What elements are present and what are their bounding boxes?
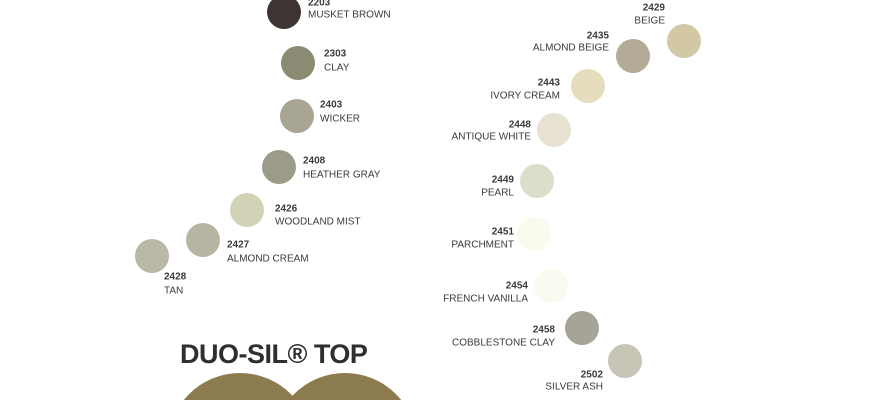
swatch-name: MUSKET BROWN: [308, 10, 391, 21]
swatch: [608, 344, 642, 378]
swatch-name: TAN: [164, 286, 183, 297]
swatch-name: FRENCH VANILLA: [443, 294, 528, 305]
swatch-name: BEIGE: [634, 16, 665, 27]
brand-swatch: [183, 373, 297, 400]
swatch-code: 2428: [164, 272, 187, 283]
swatch-code: 2448: [509, 120, 532, 131]
swatch: [616, 39, 650, 73]
swatch-name: PARCHMENT: [451, 240, 514, 251]
swatch-code: 2429: [643, 3, 666, 14]
swatch-code: 2203: [308, 0, 331, 9]
swatch: [517, 217, 551, 251]
swatch-code: 2427: [227, 240, 250, 251]
swatch: [281, 46, 315, 80]
swatch-code: 2435: [587, 31, 610, 42]
swatch-name: CLAY: [324, 63, 350, 74]
swatch: [267, 0, 301, 29]
swatch: [537, 113, 571, 147]
swatch-name: WICKER: [320, 114, 360, 125]
swatch-name: COBBLESTONE CLAY: [452, 338, 555, 349]
swatch-name: HEATHER GRAY: [303, 170, 381, 181]
swatch-code: 2454: [506, 281, 529, 292]
swatch: [230, 193, 264, 227]
swatch-code: 2408: [303, 156, 326, 167]
brand-swatch: [288, 373, 402, 400]
swatch-name: SILVER ASH: [545, 382, 603, 393]
swatch: [186, 223, 220, 257]
swatch-code: 2458: [533, 325, 556, 336]
swatch: [520, 164, 554, 198]
swatch-name: ALMOND CREAM: [227, 254, 309, 265]
swatch-name: PEARL: [481, 188, 514, 199]
swatch: [280, 99, 314, 133]
swatch: [135, 239, 169, 273]
swatch: [571, 69, 605, 103]
swatch: [667, 24, 701, 58]
brand-title: DUO-SIL® TOP: [180, 339, 368, 369]
swatch-code: 2443: [538, 78, 561, 89]
swatch-code: 2403: [320, 100, 343, 111]
swatch: [262, 150, 296, 184]
swatch: [565, 311, 599, 345]
swatch-code: 2426: [275, 204, 298, 215]
swatch-name: ANTIQUE WHITE: [452, 132, 532, 143]
swatch-name: IVORY CREAM: [490, 91, 560, 102]
swatch-name: ALMOND BEIGE: [533, 43, 609, 54]
swatch-code: 2449: [492, 175, 515, 186]
swatch-code: 2502: [581, 370, 604, 381]
swatch: [534, 269, 568, 303]
swatch-code: 2451: [492, 227, 515, 238]
swatch-name: WOODLAND MIST: [275, 217, 361, 228]
swatch-code: 2303: [324, 49, 347, 60]
